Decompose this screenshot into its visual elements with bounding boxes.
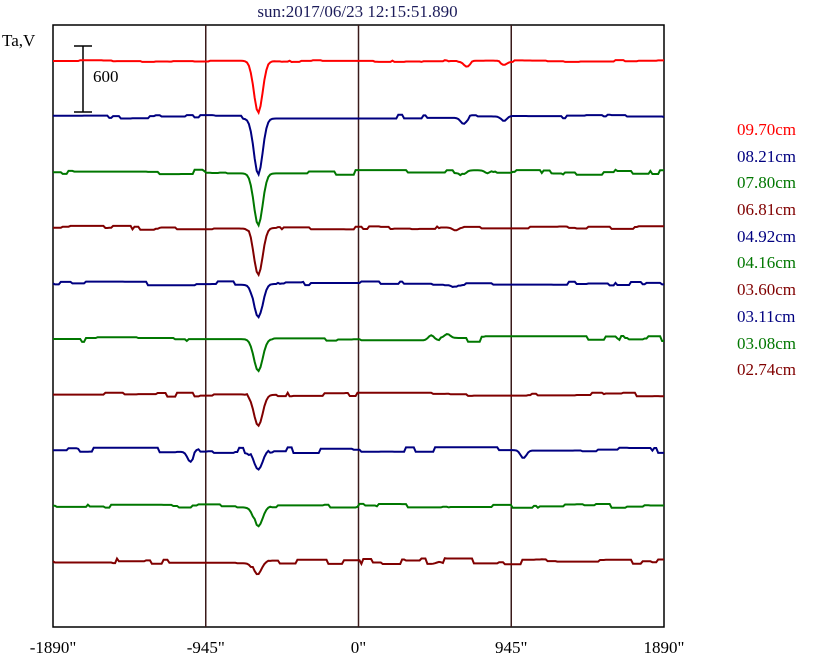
- series-line: [53, 390, 664, 428]
- chart-title: sun:2017/06/23 12:15:51.890: [257, 2, 458, 21]
- series-line: [53, 502, 664, 528]
- legend-entry: 03.60cm: [737, 280, 797, 300]
- legend: 09.70cm 08.21cm 07.80cm 06.81cm 04.92cm 04.16…: [737, 119, 796, 386]
- legend-entry: 04.16cm: [737, 253, 797, 273]
- x-tick-label: 0": [351, 638, 366, 657]
- x-tick-label: -945": [187, 638, 225, 657]
- y-axis-label: Ta,V: [2, 31, 36, 50]
- scale-bar: [74, 45, 92, 113]
- legend-entry: 06.81cm: [737, 200, 797, 220]
- legend-entry: 04.92cm: [737, 226, 797, 246]
- series-lines: [52, 59, 665, 576]
- legend-entry: 03.08cm: [737, 333, 797, 353]
- x-tick-labels: -1890" -945" 0" 945" 1890": [30, 638, 685, 657]
- series-line: [53, 59, 664, 116]
- series-line: [53, 113, 665, 178]
- series-line: [53, 224, 664, 278]
- x-tick-label: 945": [495, 638, 527, 657]
- x-tick-label: 1890": [644, 638, 685, 657]
- series-line: [52, 280, 664, 320]
- vertical-gridlines: [205, 25, 512, 627]
- legend-entry: 08.21cm: [737, 146, 797, 166]
- series-line: [52, 556, 664, 576]
- x-tick-label: -1890": [30, 638, 77, 657]
- legend-entry: 03.11cm: [737, 306, 796, 326]
- legend-entry: 07.80cm: [737, 173, 797, 193]
- series-line: [53, 168, 664, 228]
- legend-entry: 02.74cm: [737, 360, 797, 380]
- series-line: [53, 446, 664, 471]
- scale-bar-label: 600: [93, 67, 119, 86]
- legend-entry: 09.70cm: [737, 120, 797, 139]
- series-line: [53, 333, 664, 373]
